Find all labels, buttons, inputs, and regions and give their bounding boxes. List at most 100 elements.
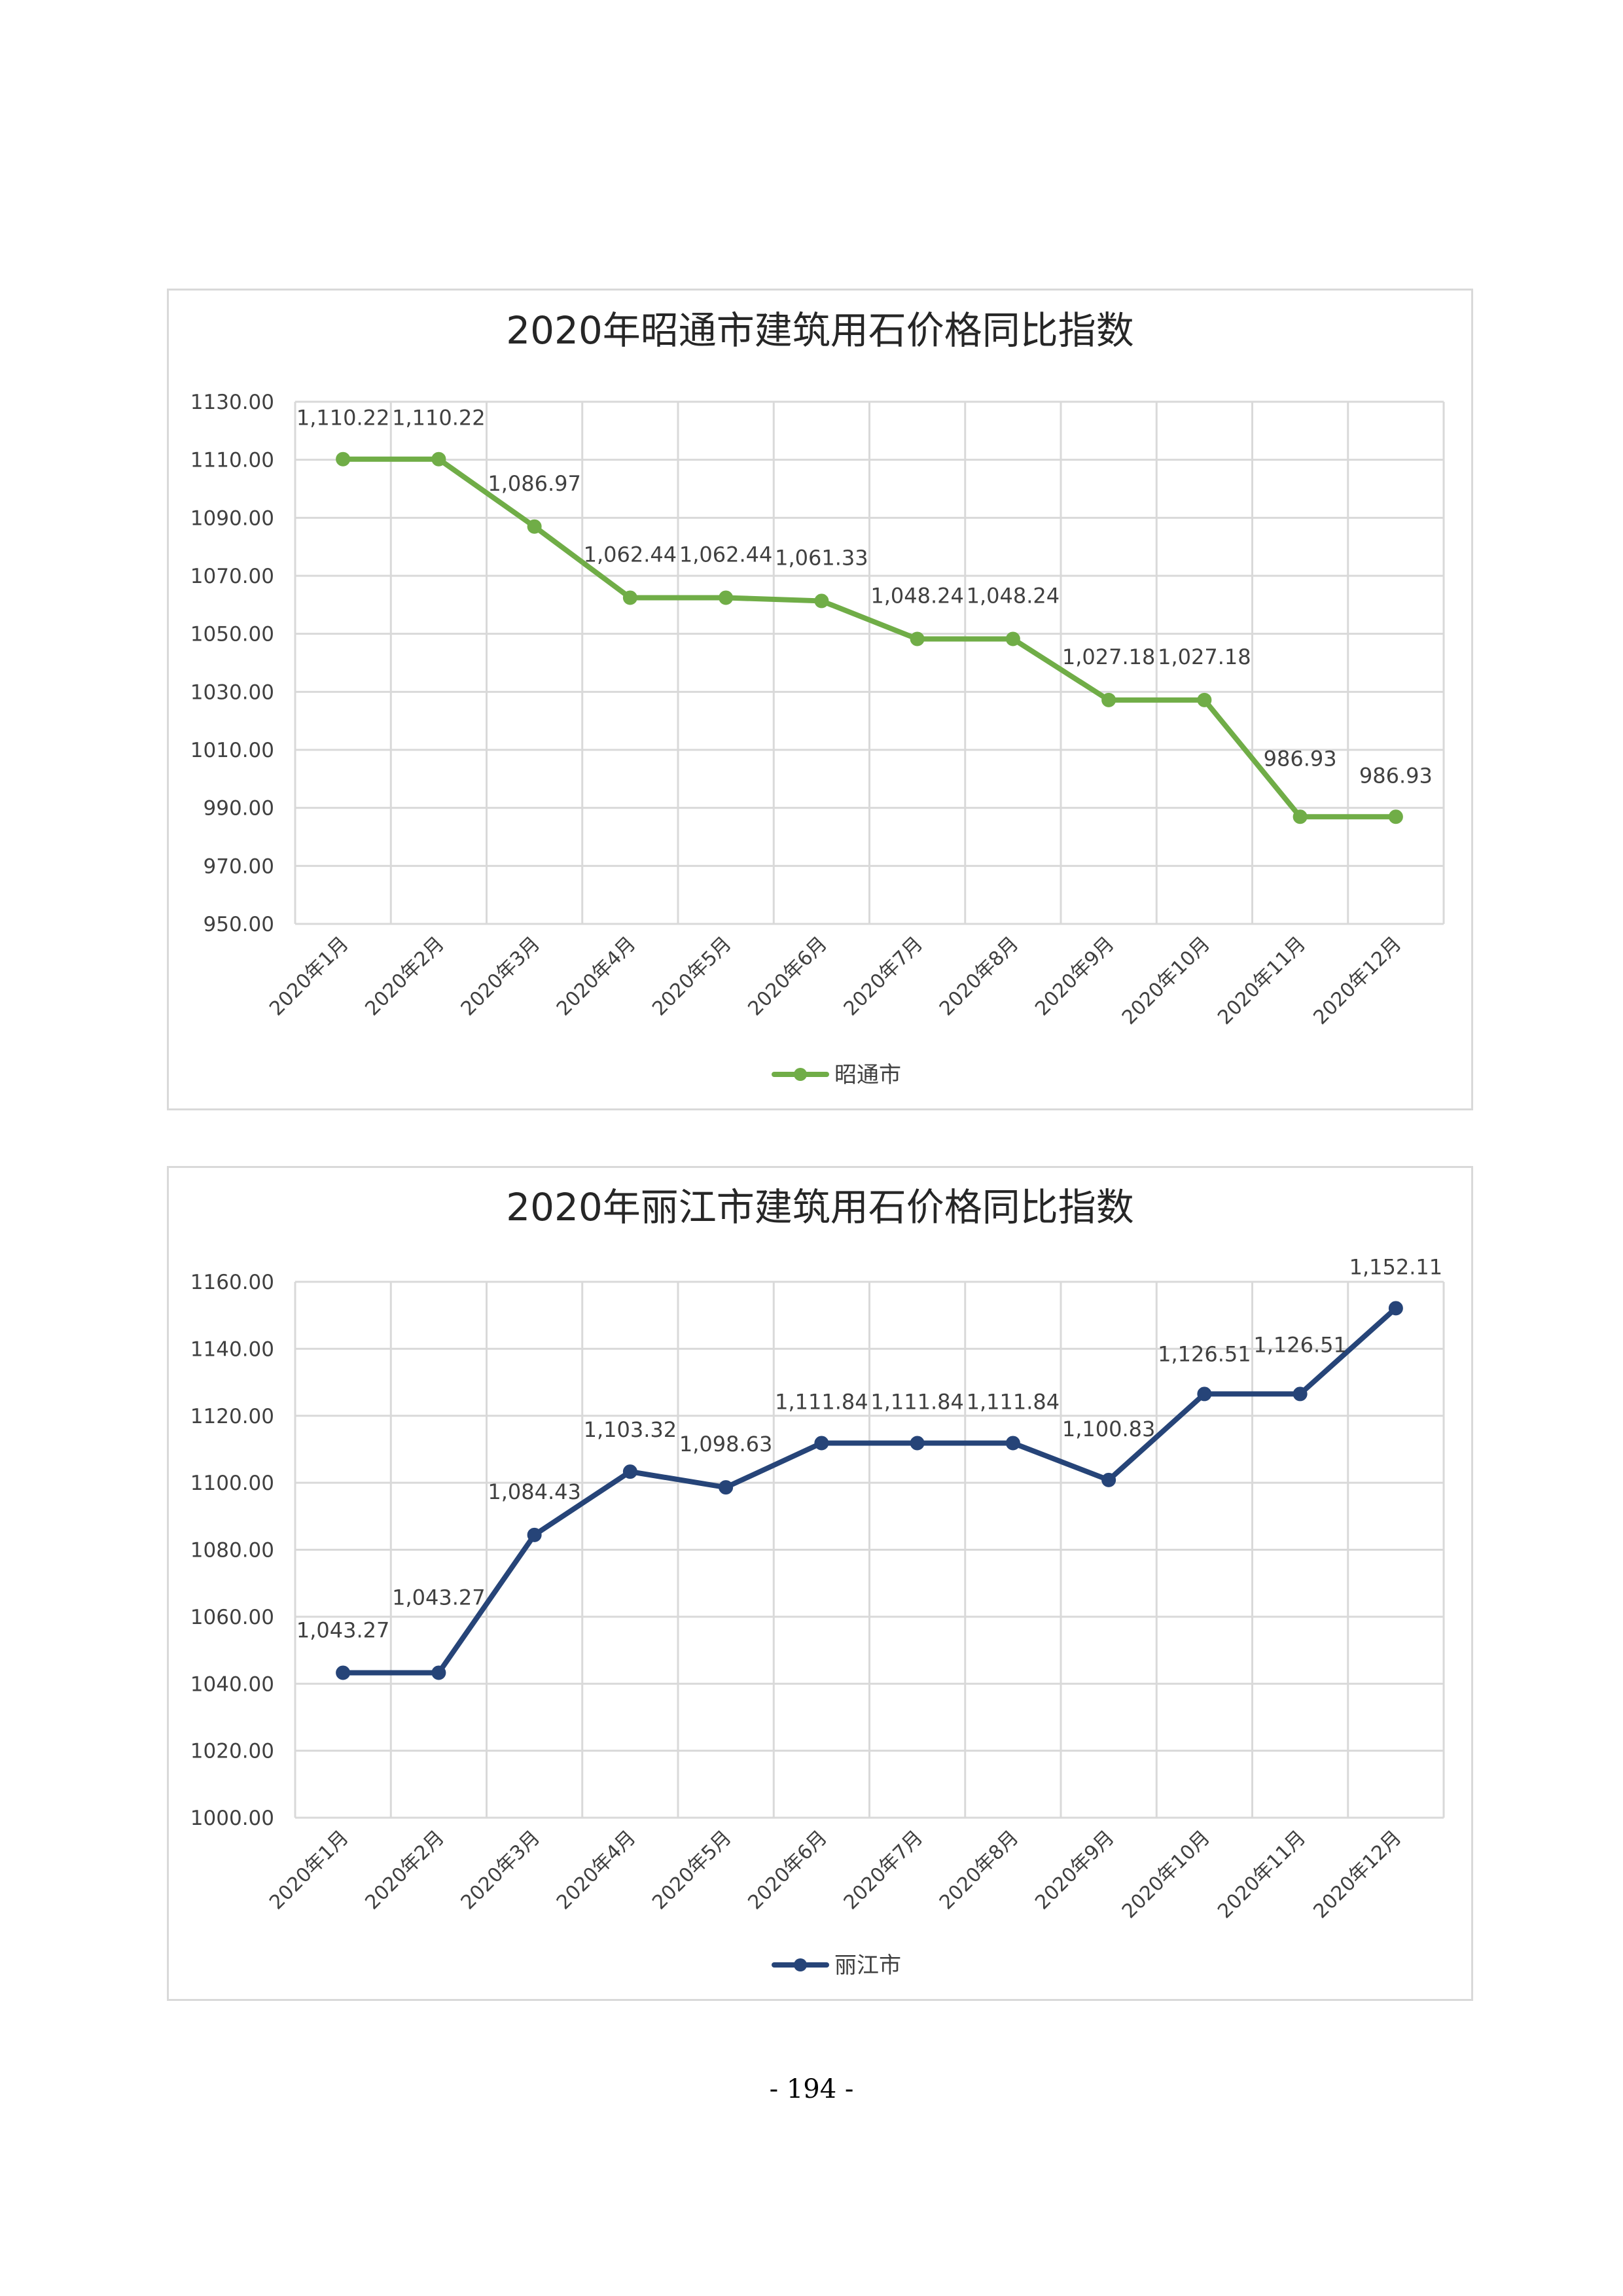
y-tick-label: 1140.00 <box>190 1337 274 1361</box>
x-tick-label: 2020年10月 <box>1118 1826 1215 1923</box>
x-tick-label: 2020年11月 <box>1213 932 1310 1029</box>
chart-lijiang: 2020年丽江市建筑用石价格同比指数 1160.00 1140.00 1120.00 1… <box>167 1166 1473 2001</box>
series-line <box>340 1305 1399 1676</box>
chart-svg: 2020年昭通市建筑用石价格同比指数 1130.00 1110.00 1090.00 1… <box>190 308 1445 1088</box>
y-tick-label: 1160.00 <box>190 1271 274 1294</box>
data-point <box>1101 692 1116 707</box>
y-tick-label: 950.00 <box>204 913 274 936</box>
y-tick-label: 1090.00 <box>190 506 274 530</box>
data-label: 1,027.18 <box>1062 645 1156 669</box>
y-tick-label: 1040.00 <box>190 1672 274 1696</box>
data-label: 1,061.33 <box>775 545 868 570</box>
x-tick-label: 2020年7月 <box>840 1826 928 1915</box>
data-point <box>1197 1386 1212 1402</box>
y-tick-label: 1100.00 <box>190 1472 274 1495</box>
x-tick-label: 2020年7月 <box>840 932 928 1021</box>
x-tick-label: 2020年9月 <box>1031 932 1119 1021</box>
data-label: 1,098.63 <box>679 1432 773 1457</box>
chart-zhaotong: 2020年昭通市建筑用石价格同比指数 1130.00 1110.00 1090.00 1… <box>167 289 1473 1110</box>
data-point <box>1388 1301 1403 1316</box>
data-point <box>1101 1472 1116 1487</box>
x-tick-label: 2020年1月 <box>265 932 353 1021</box>
data-label: 1,043.27 <box>296 1618 390 1643</box>
data-point <box>336 451 351 467</box>
y-tick-label: 1070.00 <box>190 565 274 588</box>
x-tick-label: 2020年8月 <box>935 932 1024 1021</box>
legend-label: 昭通市 <box>834 1062 901 1088</box>
data-label: 1,110.22 <box>296 406 390 431</box>
data-point <box>527 1527 542 1542</box>
x-tick-label: 2020年8月 <box>935 1826 1024 1915</box>
data-point <box>910 631 925 646</box>
data-label: 1,152.11 <box>1349 1254 1443 1279</box>
x-tick-label: 2020年4月 <box>552 1826 641 1915</box>
legend-label: 丽江市 <box>834 1952 901 1979</box>
x-tick-label: 2020年2月 <box>361 932 449 1021</box>
y-tick-label: 1120.00 <box>190 1405 274 1428</box>
y-tick-label: 1010.00 <box>190 739 274 762</box>
y-tick-label: 1000.00 <box>190 1807 274 1830</box>
chart-title: 2020年丽江市建筑用石价格同比指数 <box>506 1185 1134 1229</box>
data-point <box>336 1665 351 1680</box>
y-tick-label: 1020.00 <box>190 1740 274 1763</box>
x-tick-label: 2020年9月 <box>1031 1826 1119 1915</box>
data-point <box>910 1436 925 1451</box>
data-label: 986.93 <box>1359 763 1433 788</box>
page-number: - 194 - <box>769 2074 854 2104</box>
x-tick-label: 2020年6月 <box>743 932 832 1021</box>
y-tick-label: 970.00 <box>204 855 274 878</box>
data-label: 1,126.51 <box>1158 1341 1251 1366</box>
data-point <box>1388 809 1403 824</box>
y-tick-label: 990.00 <box>204 797 274 821</box>
x-tick-label: 2020年12月 <box>1309 1826 1406 1923</box>
data-label: 1,048.24 <box>967 583 1060 608</box>
data-label: 1,111.84 <box>775 1390 868 1415</box>
data-point <box>1293 809 1308 824</box>
x-tick-label: 2020年11月 <box>1213 1826 1310 1923</box>
data-label: 1,110.22 <box>392 406 486 431</box>
y-tick-label: 1130.00 <box>190 391 274 414</box>
data-label: 1,048.24 <box>870 583 964 608</box>
data-point <box>719 590 734 605</box>
x-tick-label: 2020年12月 <box>1309 932 1406 1029</box>
x-tick-label: 2020年1月 <box>265 1826 353 1915</box>
data-point <box>527 519 542 534</box>
data-point <box>814 1436 829 1451</box>
x-tick-label: 2020年5月 <box>648 932 736 1021</box>
y-tick-label: 1030.00 <box>190 680 274 704</box>
data-point <box>1293 1386 1308 1402</box>
data-label: 1,103.32 <box>584 1417 677 1442</box>
data-label: 1,062.44 <box>584 542 677 567</box>
data-label: 1,084.43 <box>488 1479 581 1504</box>
data-point <box>1005 631 1020 646</box>
data-point <box>719 1480 734 1495</box>
chart-title: 2020年昭通市建筑用石价格同比指数 <box>506 308 1134 353</box>
data-point <box>1197 692 1212 707</box>
data-label: 1,126.51 <box>1253 1332 1347 1357</box>
data-point <box>431 451 446 467</box>
data-label: 1,111.84 <box>870 1390 964 1415</box>
legend-marker <box>794 1958 807 1971</box>
data-point <box>622 590 637 605</box>
x-tick-label: 2020年6月 <box>743 1826 832 1915</box>
data-label: 1,027.18 <box>1158 645 1251 669</box>
y-tick-label: 1080.00 <box>190 1539 274 1563</box>
data-label: 1,100.83 <box>1062 1417 1156 1441</box>
data-label: 1,043.27 <box>392 1585 486 1610</box>
y-tick-label: 1060.00 <box>190 1606 274 1629</box>
x-tick-label: 2020年3月 <box>457 1826 545 1915</box>
data-point <box>431 1665 446 1680</box>
y-tick-label: 1050.00 <box>190 623 274 646</box>
data-label: 1,062.44 <box>679 542 773 567</box>
data-label: 1,086.97 <box>488 471 581 496</box>
data-point <box>622 1464 637 1479</box>
x-tick-label: 2020年10月 <box>1118 932 1215 1029</box>
data-label: 986.93 <box>1264 746 1337 771</box>
x-tick-label: 2020年3月 <box>457 932 545 1021</box>
x-tick-label: 2020年4月 <box>552 932 641 1021</box>
data-point <box>814 593 829 609</box>
data-label: 1,111.84 <box>967 1390 1060 1415</box>
data-point <box>1005 1436 1020 1451</box>
y-tick-label: 1110.00 <box>190 449 274 472</box>
legend-marker <box>794 1068 807 1081</box>
